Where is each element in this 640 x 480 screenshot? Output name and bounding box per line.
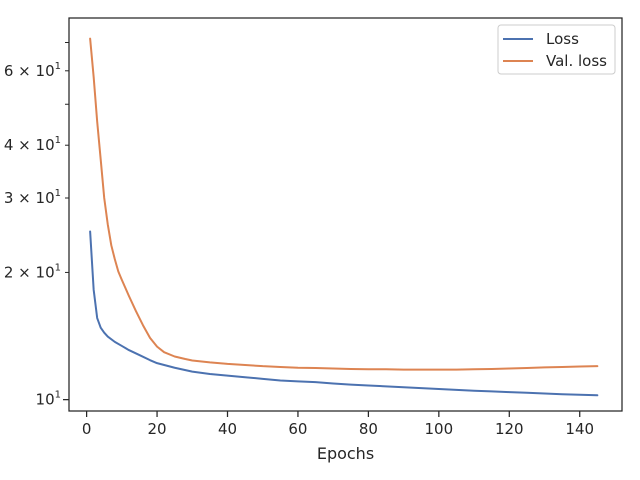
- legend: Loss Val. loss: [497, 24, 616, 75]
- y-minor-tick-label: 3 × 101: [4, 188, 61, 207]
- plot-frame: [68, 17, 623, 412]
- y-axis: 101 2 × 101 3 × 101 4 × 101 6 × 101: [4, 42, 69, 409]
- y-minor-tick-label: 6 × 101: [4, 61, 61, 80]
- series-lines: [89, 37, 599, 397]
- x-tick-label: 120: [495, 420, 524, 438]
- series-line-1: [89, 37, 599, 371]
- y-major-tick-label: 101: [36, 390, 61, 409]
- x-axis-label: Epochs: [317, 444, 374, 463]
- x-tick-label: 20: [148, 420, 167, 438]
- y-minor-tick-label: 2 × 101: [4, 262, 61, 281]
- y-minor-tick-label: 4 × 101: [4, 135, 61, 154]
- x-tick-label: 40: [218, 420, 237, 438]
- legend-label-1: Val. loss: [546, 52, 607, 70]
- x-tick-label: 80: [359, 420, 378, 438]
- x-axis: 0 20 40 60 80 100 120 140: [82, 411, 594, 438]
- x-tick-label: 0: [82, 420, 92, 438]
- x-tick-label: 140: [565, 420, 594, 438]
- x-tick-label: 100: [425, 420, 454, 438]
- legend-label-0: Loss: [546, 30, 579, 48]
- x-tick-label: 60: [288, 420, 307, 438]
- series-line-0: [89, 230, 599, 397]
